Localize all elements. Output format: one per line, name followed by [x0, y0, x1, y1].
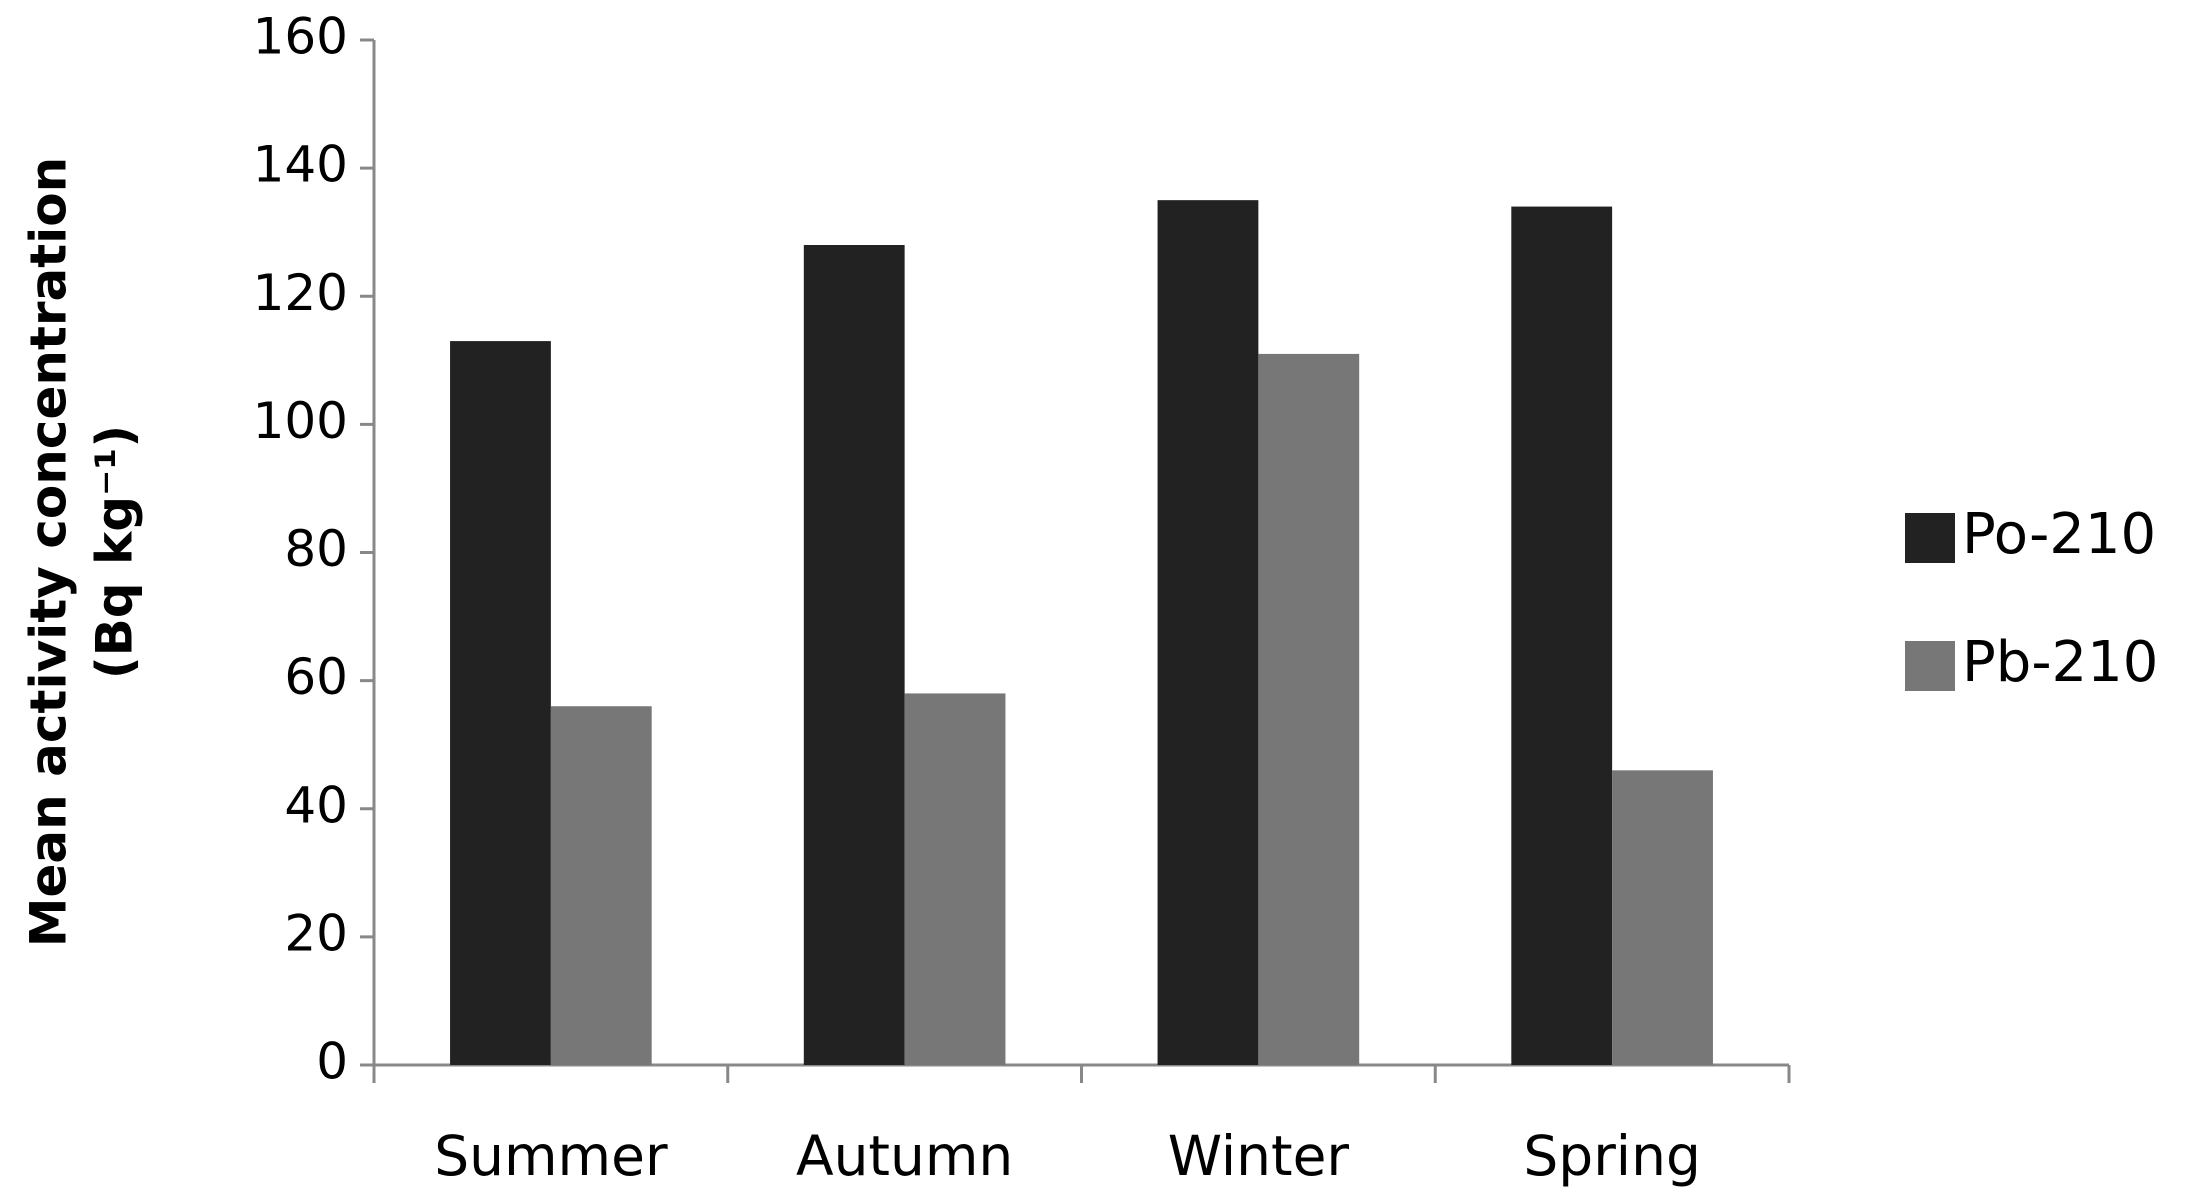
x-tick-label: Winter	[1168, 1124, 1350, 1188]
legend-swatch	[1905, 513, 1955, 563]
bar	[550, 706, 652, 1065]
x-tick-label: Spring	[1523, 1124, 1701, 1188]
bar	[1511, 206, 1613, 1065]
y-tick-label: 120	[253, 264, 348, 322]
y-tick-label: 80	[284, 520, 348, 578]
legend-label: Pb-210	[1962, 630, 2158, 695]
y-tick-label: 100	[253, 392, 348, 450]
x-tick-label: Autumn	[796, 1124, 1013, 1188]
y-tick-label: 60	[284, 648, 348, 706]
bar	[450, 341, 551, 1065]
bar	[803, 245, 905, 1065]
y-tick-label: 20	[284, 904, 348, 962]
y-tick-label: 140	[253, 136, 348, 194]
y-tick-label: 40	[284, 776, 348, 834]
legend-label: Po-210	[1962, 502, 2156, 567]
bar	[1612, 770, 1713, 1065]
y-tick-label: 160	[253, 8, 348, 66]
y-tick-label: 0	[316, 1033, 348, 1091]
y-axis-label: (Bq kg⁻¹)	[86, 425, 144, 679]
y-axis-label: Mean activity concentration	[20, 157, 78, 947]
bar	[1157, 200, 1259, 1065]
x-tick-label: Summer	[434, 1124, 668, 1188]
bar	[1258, 353, 1360, 1065]
bar	[904, 693, 1006, 1065]
legend-swatch	[1905, 641, 1955, 691]
